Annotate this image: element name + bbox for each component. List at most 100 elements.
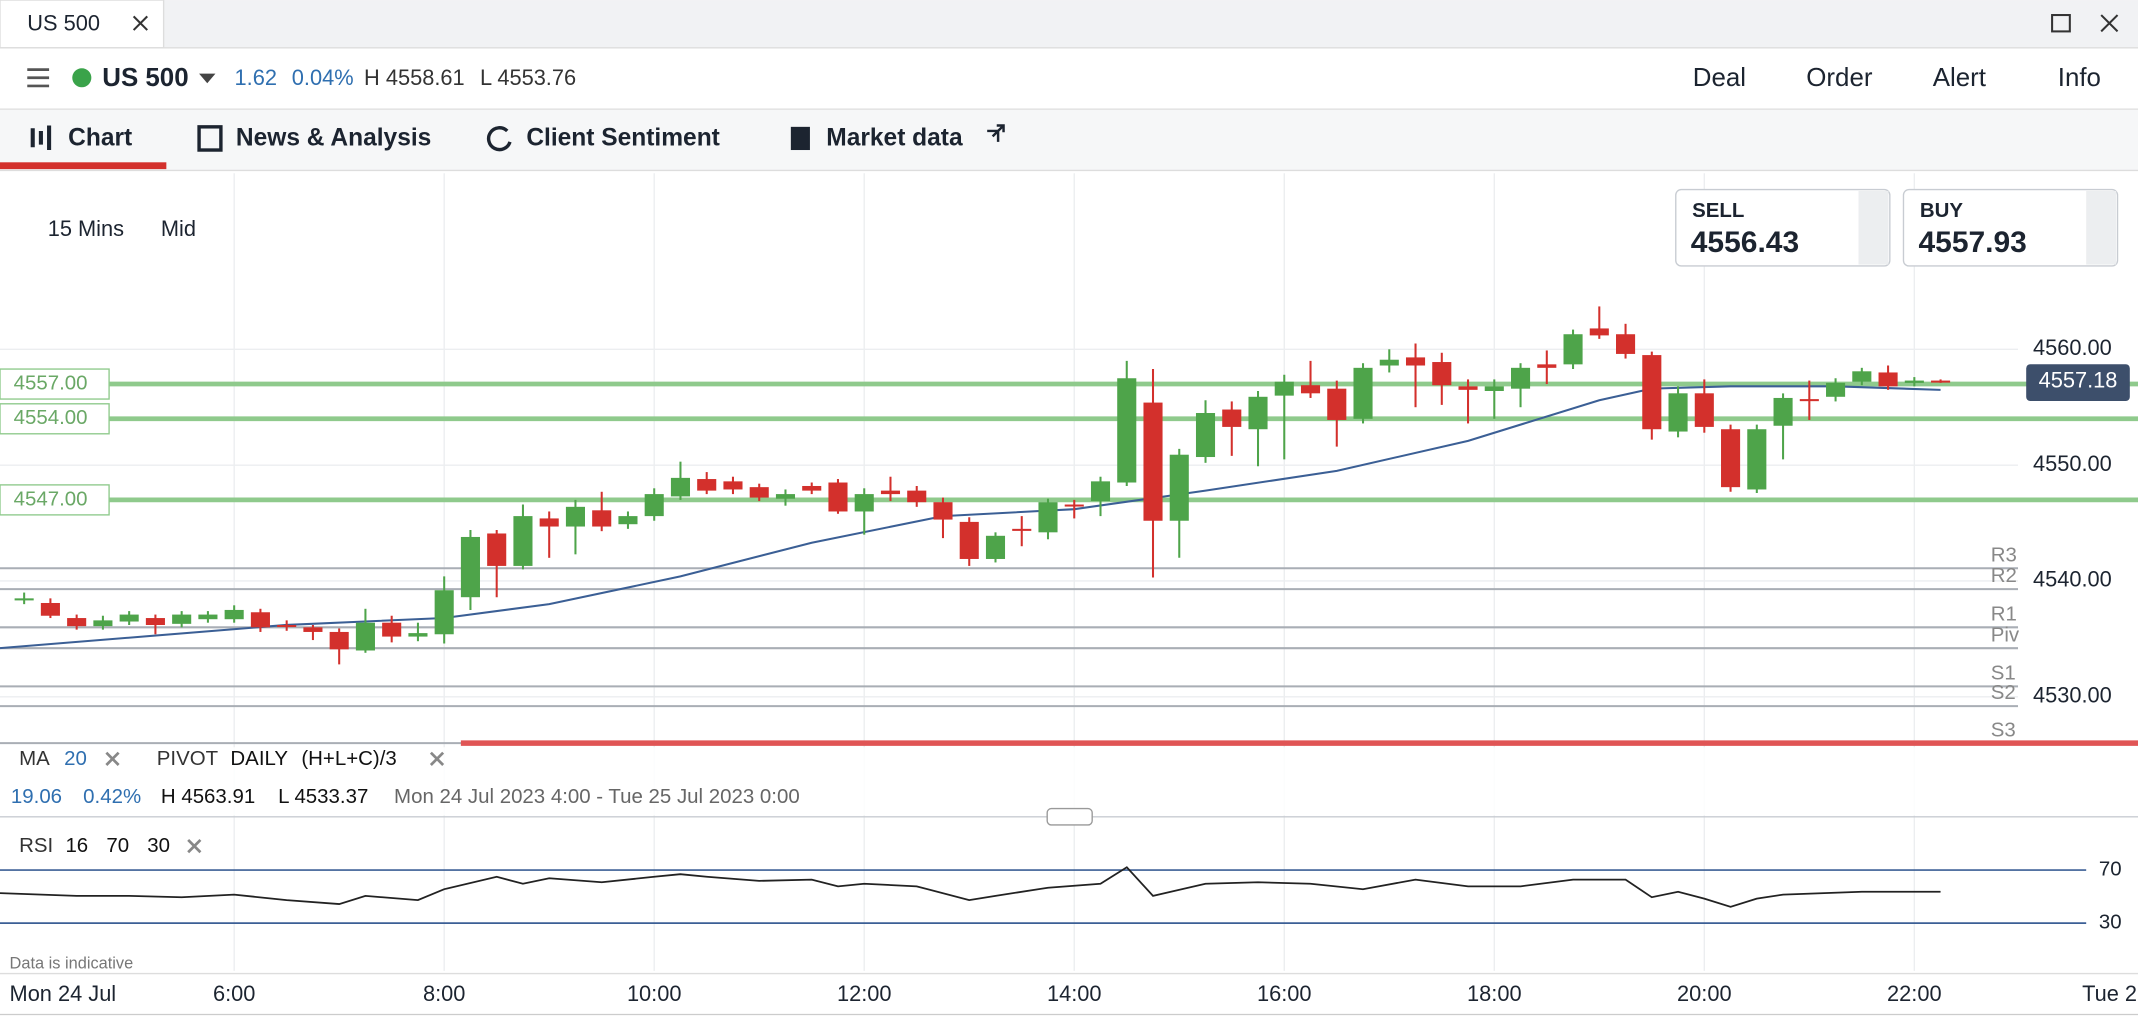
candle-body xyxy=(1353,367,1373,419)
pivot-label: R1 xyxy=(1991,602,2017,625)
buy-price: 4557.93 xyxy=(1918,226,2026,259)
dropdown[interactable] xyxy=(199,73,216,84)
candle-body xyxy=(1458,386,1478,390)
candle-body xyxy=(1642,355,1662,430)
level-label: 4547.00 xyxy=(14,487,88,510)
range-high: H 4563.91 xyxy=(161,785,255,808)
candle-body xyxy=(1432,362,1452,386)
candle-body xyxy=(1090,481,1111,502)
indicator-panel xyxy=(0,747,2138,816)
candle-body xyxy=(1799,399,1819,402)
level-label-box xyxy=(0,403,110,435)
active-tab-underline xyxy=(0,162,167,170)
candle-body xyxy=(1931,380,1951,383)
remove[interactable] xyxy=(187,839,202,854)
pivot-label: S1 xyxy=(1991,662,2016,685)
level-label-box xyxy=(0,368,110,400)
candle-body xyxy=(749,487,769,498)
menu[interactable] xyxy=(27,68,50,88)
level-label: 4554.00 xyxy=(14,406,88,429)
sell-button[interactable] xyxy=(1675,188,1891,267)
candle-body xyxy=(1484,386,1504,391)
pivot-label: S3 xyxy=(1991,718,2016,741)
window-tab[interactable] xyxy=(0,0,165,49)
tab-close[interactable] xyxy=(132,15,148,31)
close[interactable] xyxy=(2100,14,2119,33)
candle-body xyxy=(1195,413,1216,458)
y-tick-label: 70 xyxy=(2099,857,2122,880)
nav-tab[interactable]: Chart xyxy=(68,125,132,152)
rsi-lower: 30 xyxy=(147,834,170,857)
range-change-pct: 0.42% xyxy=(83,785,141,808)
candle-body xyxy=(1510,367,1531,389)
x-tick-label: 14:00 xyxy=(1047,981,1102,1006)
candle-body xyxy=(723,481,743,490)
resize-handle[interactable] xyxy=(1046,807,1093,826)
candle-body xyxy=(828,482,848,512)
candle-body xyxy=(985,535,1006,559)
action[interactable]: Alert xyxy=(1933,64,1986,92)
buy-button-side xyxy=(2086,190,2117,265)
candle-body xyxy=(1300,385,1321,394)
ma-line xyxy=(0,385,1941,650)
candle-body xyxy=(1222,409,1242,427)
candle-body xyxy=(775,494,796,499)
chart-icon xyxy=(30,125,52,151)
candle-body xyxy=(1537,364,1557,368)
pivot-formula: (H+L+C)/3 xyxy=(301,747,396,770)
candle-body xyxy=(1904,380,1924,383)
action[interactable]: Deal xyxy=(1693,64,1746,92)
nav-bar xyxy=(0,109,2138,171)
candle-body xyxy=(1379,359,1399,366)
candle-body xyxy=(1721,429,1741,488)
price-type[interactable]: Mid xyxy=(161,216,196,241)
y-tick-label: 30 xyxy=(2099,911,2122,934)
x-tick-label: 12:00 xyxy=(837,981,892,1006)
candle-body xyxy=(303,627,323,632)
nav-tab[interactable]: Client Sentiment xyxy=(526,125,720,152)
maximize[interactable] xyxy=(2051,14,2071,33)
candle-body xyxy=(618,516,638,525)
candle-body xyxy=(1169,454,1189,521)
candle-body xyxy=(1038,502,1058,533)
action[interactable]: Info xyxy=(2058,64,2101,92)
rsi-period: 16 xyxy=(65,834,88,857)
status-dot xyxy=(72,68,92,88)
pivot-label: S2 xyxy=(1991,681,2016,704)
ma-label: MA xyxy=(19,747,50,770)
candle-body xyxy=(487,533,507,566)
high: H 4558.61 xyxy=(364,65,465,90)
window-bar xyxy=(0,0,2138,48)
candle-body xyxy=(1248,396,1268,430)
remove[interactable] xyxy=(105,751,120,766)
nav-tab[interactable]: Market data xyxy=(826,125,963,152)
last-price-box xyxy=(2026,364,2130,402)
sell-label: SELL xyxy=(1692,199,1744,222)
instrument[interactable]: US 500 xyxy=(102,64,188,92)
candle-body xyxy=(513,516,533,566)
interval[interactable]: 15 Mins xyxy=(48,216,124,241)
candle-body xyxy=(1826,382,1846,397)
x-tick-label: 22:00 xyxy=(1887,981,1942,1006)
y-tick-label: 4560.00 xyxy=(2033,335,2112,360)
candle-body xyxy=(1012,528,1032,531)
remove[interactable] xyxy=(429,751,445,766)
range-low: L 4533.37 xyxy=(278,785,368,808)
rsi-upper: 70 xyxy=(106,834,129,857)
level-label-box xyxy=(0,484,110,516)
candle-body xyxy=(382,622,402,637)
candle-body xyxy=(1117,378,1137,483)
x-tick-label: 16:00 xyxy=(1257,981,1312,1006)
action[interactable]: Order xyxy=(1806,64,1873,92)
change: 1.62 xyxy=(235,65,277,90)
y-tick-label: 4550.00 xyxy=(2033,451,2112,476)
candle-body xyxy=(93,620,113,627)
low: L 4553.76 xyxy=(480,65,576,90)
candle-body xyxy=(1773,397,1793,426)
buy-button[interactable] xyxy=(1902,188,2119,267)
nav-tab[interactable]: News & Analysis xyxy=(236,125,431,152)
candle-body xyxy=(1616,334,1636,354)
candle-body xyxy=(355,622,375,651)
